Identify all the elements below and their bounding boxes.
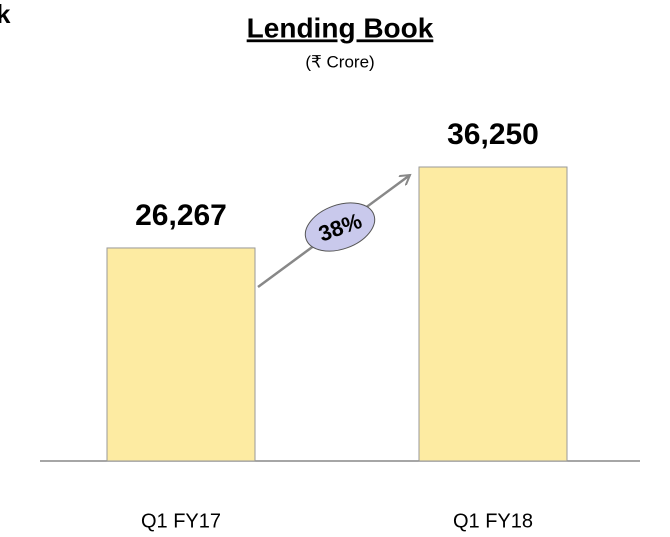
x-tick-label: Q1 FY18 xyxy=(453,510,533,532)
bar xyxy=(106,247,256,462)
chart-subtitle: (₹ Crore) xyxy=(305,52,374,71)
chart-title: Lending Book xyxy=(247,12,434,43)
value-label: 36,250 xyxy=(447,118,539,151)
x-tick-label: Q1 FY17 xyxy=(141,510,221,532)
growth-badge: 38% xyxy=(304,202,376,252)
value-label: 26,267 xyxy=(135,199,227,232)
bar xyxy=(418,166,568,462)
corner-text: k xyxy=(0,0,11,29)
badge-ellipse xyxy=(304,202,376,252)
